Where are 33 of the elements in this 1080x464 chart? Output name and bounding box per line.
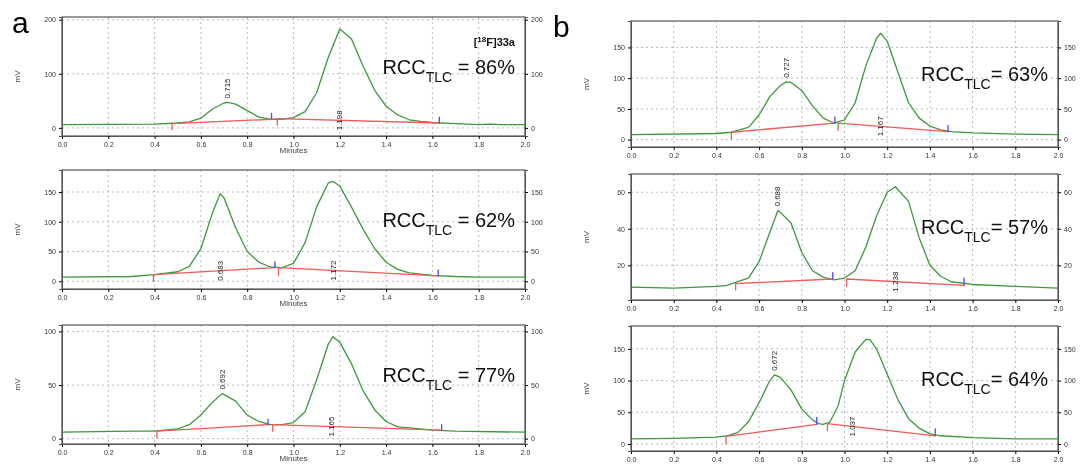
annotation: [$^{18}$F]33a — [473, 34, 516, 49]
y-axis-title: mV — [582, 77, 591, 90]
annotation: 0.692 — [217, 369, 227, 390]
annotation: 0.727 — [781, 57, 791, 78]
y-axis-title: mV — [582, 230, 591, 243]
line-series — [630, 338, 1059, 440]
annotation: 0.715 — [223, 77, 233, 99]
annotation: RCC$_{TLC}$= 64% — [920, 368, 1049, 397]
y-axis-title: mV — [13, 377, 22, 391]
annotation: 0.672 — [769, 350, 779, 371]
y-axis-title: mV — [582, 381, 591, 395]
annotation: RCC$_{TLC}$= 57% — [920, 216, 1049, 246]
line-series — [630, 186, 1059, 289]
annotation: 1.238 — [890, 271, 900, 292]
x-axis-title: Minutes — [279, 299, 308, 308]
y-axis-title: mV — [13, 222, 22, 236]
annotation: 1.172 — [328, 259, 338, 281]
annotation: 1.167 — [875, 115, 885, 137]
annotation: RCC$_{TLC}$ = 77% — [382, 364, 516, 394]
chart-title: a — [12, 6, 29, 39]
x-axis-title: Minutes — [279, 454, 308, 463]
annotation: RCC$_{TLC}$= 63% — [920, 63, 1049, 93]
annotation: 1.037 — [847, 415, 857, 437]
annotation: 1.198 — [334, 109, 344, 131]
annotation: 1.165 — [327, 415, 337, 437]
x-axis-title: Minutes — [279, 146, 308, 155]
annotation: 0.688 — [773, 185, 783, 207]
y-axis-title: mV — [13, 69, 22, 83]
annotation: RCC$_{TLC}$ = 62% — [382, 209, 516, 239]
annotation: 0.683 — [215, 260, 225, 281]
line-series — [630, 32, 1059, 136]
chart-title: b — [553, 10, 570, 43]
annotation: RCC$_{TLC}$ = 86% — [382, 56, 516, 86]
